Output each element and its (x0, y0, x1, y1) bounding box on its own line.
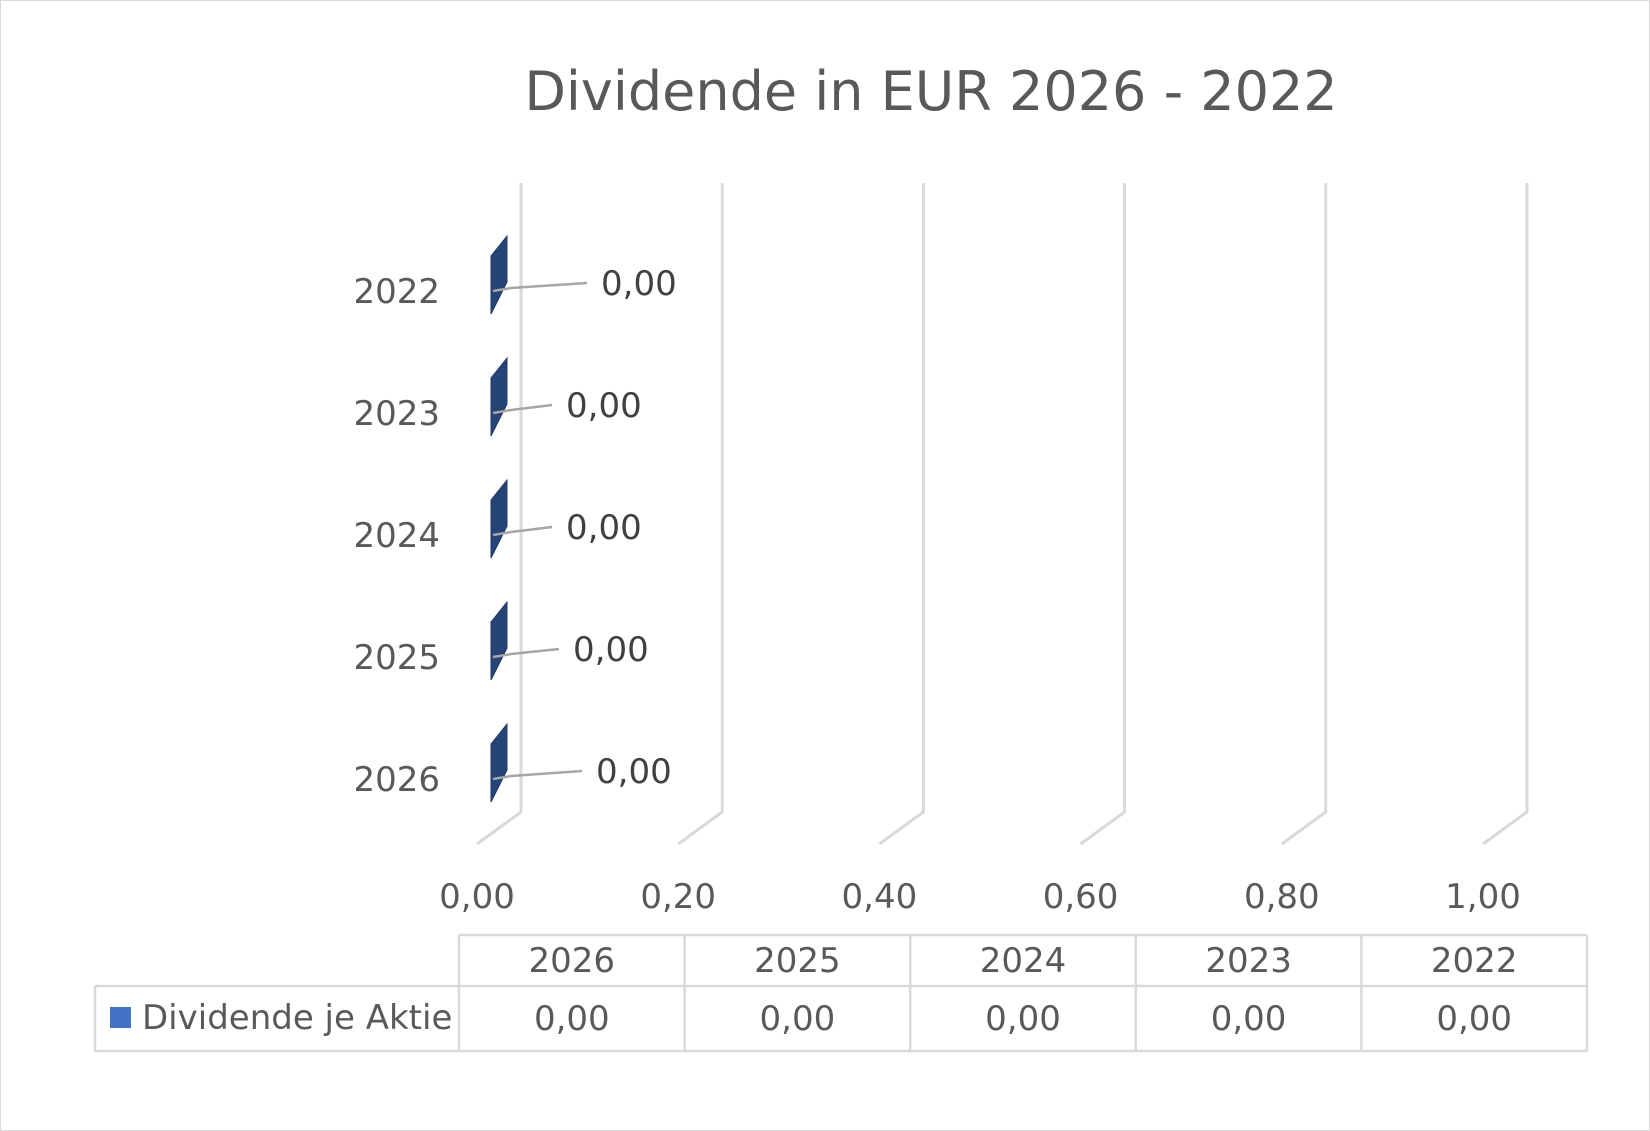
table-value-cell: 0,00 (1436, 999, 1512, 1039)
table-header-cell: 2024 (980, 941, 1067, 981)
x-tick-label: 0,40 (842, 877, 918, 917)
table-value-cell: 0,00 (1211, 999, 1287, 1039)
table-header-cell: 2023 (1205, 941, 1292, 981)
table-value-cell: 0,00 (760, 999, 836, 1039)
gridline-0 (476, 183, 523, 846)
data-label-2026: 0,00 (596, 752, 672, 792)
data-label-2022: 0,00 (601, 264, 677, 304)
bar-2025 (490, 600, 508, 681)
x-tick-label: 0,60 (1043, 877, 1119, 917)
category-label-2023: 2023 (353, 394, 440, 434)
category-label-2026: 2026 (353, 760, 440, 800)
x-tick-label: 0,80 (1244, 877, 1320, 917)
x-tick-label: 1,00 (1445, 877, 1521, 917)
leader-line-2024 (492, 525, 553, 537)
category-axis-labels: 2026 2025 2024 2023 2022 (353, 272, 440, 800)
chart-title: Dividende in EUR 2026 - 2022 (524, 60, 1337, 123)
bar-2023 (490, 356, 508, 437)
bar-2024 (490, 478, 508, 559)
x-tick-label: 0,20 (640, 877, 716, 917)
data-label-2024: 0,00 (566, 508, 642, 548)
leader-line-2023 (492, 403, 553, 415)
x-tick-label: 0,00 (439, 877, 515, 917)
category-label-2022: 2022 (353, 272, 440, 312)
bar-2026 (490, 722, 508, 803)
data-label-2023: 0,00 (566, 386, 642, 426)
leader-line-2025 (492, 647, 560, 659)
gridline-2 (878, 183, 925, 846)
value-axis-labels: 0,00 0,20 0,40 0,60 0,80 1,00 (439, 877, 1521, 917)
data-labels: 0,00 0,00 0,00 0,00 0,00 (566, 264, 677, 792)
bars (490, 234, 508, 803)
bar-2022 (490, 234, 508, 315)
gridline-3 (1079, 183, 1127, 846)
table-header-cell: 2025 (754, 941, 841, 981)
data-table: 2026 2025 2024 2023 2022 Dividende je Aktie 0,… (93, 933, 1589, 1053)
table-header-cell: 2022 (1431, 941, 1518, 981)
table-value-cell: 0,00 (534, 999, 610, 1039)
legend-series-name: Dividende je Aktie (142, 998, 452, 1038)
gridline-1 (677, 183, 724, 846)
gridlines (476, 183, 1529, 846)
legend-key (110, 1007, 131, 1028)
data-label-2025: 0,00 (573, 630, 649, 670)
gridline-4 (1280, 183, 1328, 846)
table-header-cell: 2026 (529, 941, 616, 981)
gridline-5 (1482, 183, 1529, 846)
leader-line-2022 (492, 281, 588, 293)
leader-line-2026 (492, 769, 583, 781)
category-label-2025: 2025 (353, 638, 440, 678)
table-value-cell: 0,00 (985, 999, 1061, 1039)
leader-lines (492, 281, 588, 781)
category-label-2024: 2024 (353, 516, 440, 556)
